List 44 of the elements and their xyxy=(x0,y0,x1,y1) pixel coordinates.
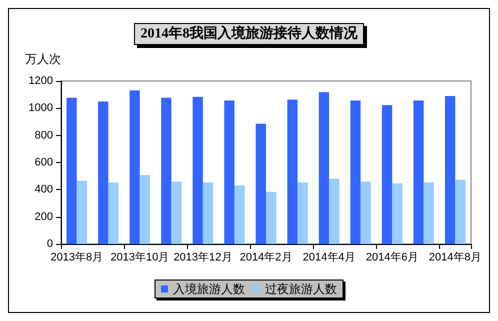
bar xyxy=(287,100,298,244)
bar xyxy=(224,100,234,244)
bar xyxy=(413,100,424,244)
bar xyxy=(108,182,119,244)
y-tick-label: 1200 xyxy=(28,75,53,87)
x-tick-label: 2014年8月 xyxy=(428,252,482,264)
bar xyxy=(66,98,77,244)
legend-label: 过夜旅游人数 xyxy=(265,282,337,296)
y-tick-label: 600 xyxy=(34,156,53,168)
bar xyxy=(161,98,172,244)
bar xyxy=(171,182,182,244)
bar xyxy=(192,96,203,244)
bar xyxy=(76,180,88,244)
y-axis-title: 万人次 xyxy=(25,52,61,66)
bar xyxy=(140,175,150,244)
bar xyxy=(360,182,371,244)
x-tick-label: 2013年12月 xyxy=(174,252,232,264)
x-tick-label: 2013年8月 xyxy=(50,252,104,264)
bar xyxy=(392,183,402,244)
y-tick-label: 0 xyxy=(46,238,53,250)
x-tick-label: 2014年4月 xyxy=(302,252,356,264)
bar xyxy=(455,180,466,244)
bar xyxy=(444,96,456,244)
y-tick-label: 800 xyxy=(34,129,53,142)
bar xyxy=(298,182,308,244)
legend-label: 入境旅游人数 xyxy=(173,282,245,296)
x-tick-label: 2013年10月 xyxy=(110,252,170,264)
bar xyxy=(234,185,245,244)
bar xyxy=(202,182,214,244)
bar xyxy=(98,102,108,244)
bar xyxy=(350,100,361,244)
bar xyxy=(256,124,266,244)
y-tick-label: 1000 xyxy=(28,102,53,114)
bar xyxy=(318,92,330,244)
y-tick-label: 400 xyxy=(34,184,53,196)
bar xyxy=(130,90,140,244)
y-tick-label: 200 xyxy=(34,210,53,223)
bar xyxy=(382,105,392,244)
bar xyxy=(424,182,434,244)
bar xyxy=(329,178,340,244)
x-tick-label: 2014年6月 xyxy=(366,252,418,264)
x-tick-label: 2014年2月 xyxy=(240,252,292,264)
chart-title: 2014年8我国入境旅游接待人数情况 xyxy=(140,24,358,42)
bar xyxy=(266,192,276,244)
